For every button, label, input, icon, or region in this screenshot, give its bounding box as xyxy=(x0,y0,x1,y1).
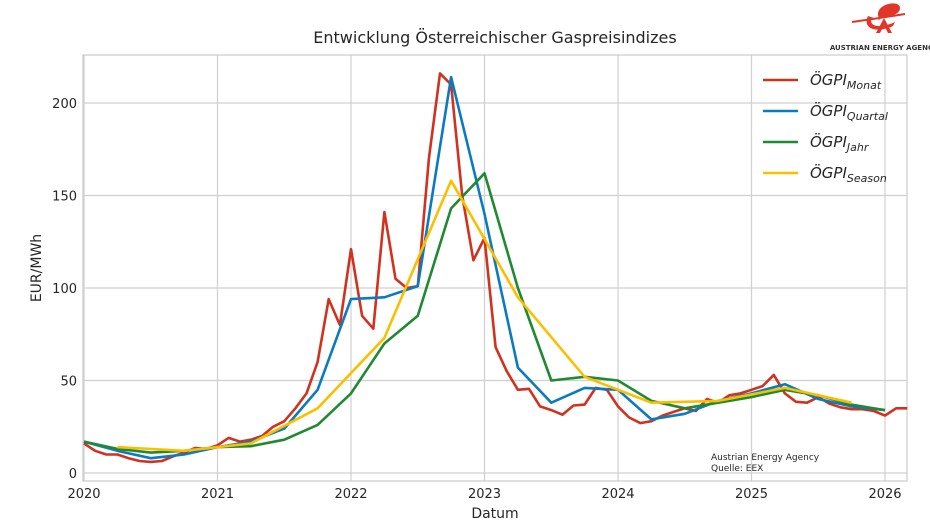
x-tick-label: 2023 xyxy=(468,487,501,502)
x-tick-label: 2025 xyxy=(735,487,768,502)
annotation-agency: Austrian Energy Agency xyxy=(711,453,820,463)
y-axis-label: EUR/MWh xyxy=(29,234,45,302)
plot-frame xyxy=(82,54,908,482)
y-tick-label: 0 xyxy=(69,467,77,482)
x-tick-label: 2026 xyxy=(868,487,901,502)
legend-label: ÖGPIQuartal xyxy=(810,101,888,123)
x-tick-label: 2021 xyxy=(201,487,234,502)
y-tick-label: 100 xyxy=(52,282,77,297)
legend: ÖGPIMonat ÖGPIQuartal ÖGPIJahr ÖGPISeason xyxy=(763,70,888,185)
x-tick-label: 2024 xyxy=(601,487,634,502)
logo-text: AUSTRIAN ENERGY AGENCY xyxy=(830,44,930,52)
series-line-monat xyxy=(83,72,908,464)
y-tick-label: 50 xyxy=(60,375,77,390)
series-lines xyxy=(83,72,908,464)
legend-label: ÖGPIMonat xyxy=(810,70,882,92)
legend-label: ÖGPISeason xyxy=(810,163,887,185)
chart-title: Entwicklung Österreichischer Gaspreisind… xyxy=(313,28,676,47)
logo: AUSTRIAN ENERGY AGENCY xyxy=(830,3,930,52)
y-tick-label: 200 xyxy=(52,97,77,112)
y-tick-label: 150 xyxy=(52,190,77,205)
x-tick-label: 2020 xyxy=(67,487,100,502)
legend-label: ÖGPIJahr xyxy=(810,132,870,154)
annotation-source: Quelle: EEX xyxy=(711,464,763,474)
x-tick-label: 2022 xyxy=(334,487,367,502)
series-line-season xyxy=(117,179,852,453)
logo-a-mark xyxy=(876,18,892,33)
tick-labels: 2020 2021 2022 2023 2024 2025 2026 0 50 100 150 200 xyxy=(52,97,901,502)
x-axis-label: Datum xyxy=(471,506,518,522)
